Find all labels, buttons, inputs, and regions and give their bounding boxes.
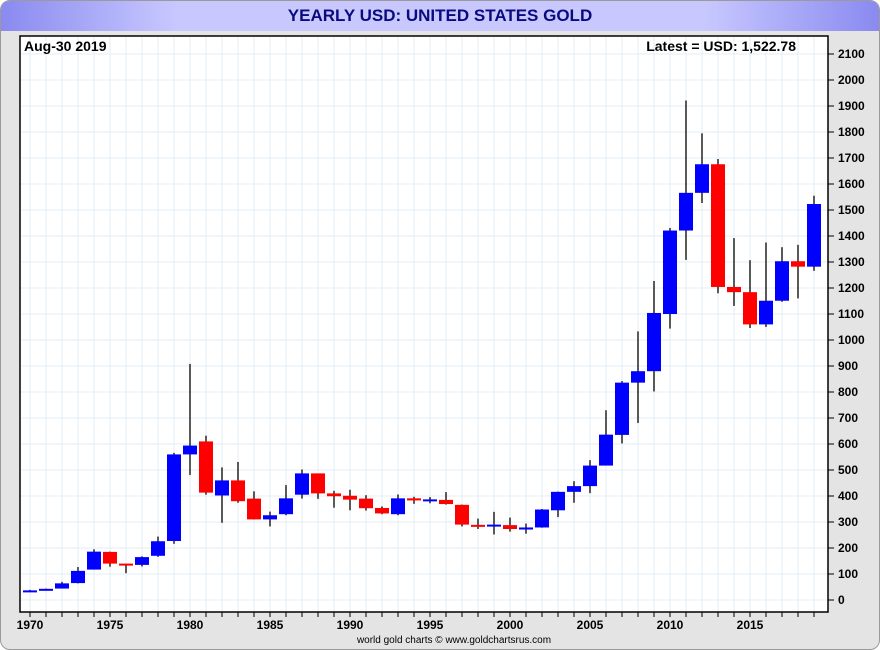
candle-2003 (551, 491, 565, 511)
candle-1991 (359, 498, 373, 509)
candle-2009 (647, 312, 661, 372)
y-tick-label: 1000 (838, 333, 865, 347)
candle-1990 (343, 495, 357, 500)
candle-1993 (391, 498, 405, 515)
candle-2012 (695, 164, 709, 193)
y-tick-label: 600 (838, 437, 858, 451)
candle-1994 (407, 498, 421, 501)
candles (23, 100, 821, 593)
y-tick-label: 900 (838, 359, 858, 373)
candle-2005 (583, 465, 597, 487)
candle-1982 (215, 480, 229, 496)
candle-2013 (711, 164, 725, 287)
x-tick-label: 1985 (257, 618, 284, 632)
candle-1992 (375, 507, 389, 514)
candle-1988 (311, 473, 325, 494)
candle-2000 (503, 525, 517, 530)
y-tick-label: 1300 (838, 255, 865, 269)
y-tick-label: 700 (838, 411, 858, 425)
y-tick-label: 0 (838, 593, 845, 607)
candle-2016 (759, 300, 773, 325)
plot-area (19, 35, 829, 613)
y-tick-label: 400 (838, 489, 858, 503)
y-tick-label: 800 (838, 385, 858, 399)
date-label: Aug-30 2019 (24, 38, 107, 54)
y-tick-label: 2100 (838, 47, 865, 61)
candle-2001 (519, 527, 533, 530)
y-tick-label: 300 (838, 515, 858, 529)
chart-title: YEARLY USD: UNITED STATES GOLD (287, 6, 593, 25)
candle-1989 (327, 493, 341, 497)
y-tick-label: 500 (838, 463, 858, 477)
candle-1977 (135, 557, 149, 565)
candle-2008 (631, 371, 645, 383)
title-bar: YEARLY USD: UNITED STATES GOLD (1, 1, 879, 31)
candle-2015 (743, 292, 757, 325)
x-tick-label: 1975 (97, 618, 124, 632)
credit-text: world gold charts © www.goldchartsrus.co… (356, 635, 551, 646)
candle-1979 (167, 454, 181, 541)
candle-2011 (679, 192, 693, 231)
candle-1996 (439, 499, 453, 505)
candle-1980 (183, 445, 197, 455)
x-tick-label: 1970 (17, 618, 44, 632)
candle-1983 (231, 480, 245, 502)
x-tick-label: 2000 (497, 618, 524, 632)
candle-2014 (727, 286, 741, 293)
y-tick-label: 1900 (838, 99, 865, 113)
x-axis: 1970 1975 1980 1985 1990 1995 2000 2005 2010 2015 (17, 612, 815, 632)
y-tick-label: 1600 (838, 177, 865, 191)
candle-2018 (791, 261, 805, 267)
candle-1975 (103, 551, 117, 564)
x-tick-label: 2005 (577, 618, 604, 632)
candle-1995 (423, 499, 437, 502)
candle-1986 (279, 498, 293, 515)
x-tick-label: 2010 (657, 618, 684, 632)
candle-1970 (23, 590, 37, 593)
candle-1974 (87, 551, 101, 570)
x-tick-label: 2015 (737, 618, 764, 632)
x-tick-label: 1980 (177, 618, 204, 632)
y-tick-label: 1700 (838, 151, 865, 165)
candle-2006 (599, 434, 613, 466)
y-tick-label: 1800 (838, 125, 865, 139)
y-tick-label: 100 (838, 567, 858, 581)
x-tick-label: 1995 (417, 618, 444, 632)
y-tick-label: 1200 (838, 281, 865, 295)
candle-1998 (471, 524, 485, 527)
candle-1997 (455, 504, 469, 525)
candle-2019 (807, 204, 821, 267)
y-tick-label: 1100 (838, 307, 864, 321)
latest-price-label: Latest = USD: 1,522.78 (646, 38, 796, 54)
candle-1984 (247, 498, 261, 520)
candle-1978 (151, 541, 165, 556)
candle-1976 (119, 563, 133, 566)
x-tick-label: 1990 (337, 618, 364, 632)
candle-1971 (39, 588, 53, 591)
candle-2007 (615, 382, 629, 435)
candle-1999 (487, 524, 501, 527)
y-tick-label: 1500 (838, 203, 865, 217)
candle-1981 (199, 441, 213, 493)
y-tick-label: 1400 (838, 229, 865, 243)
candle-1972 (55, 583, 69, 589)
candle-2017 (775, 261, 789, 301)
candle-2010 (663, 230, 677, 314)
candle-1973 (71, 570, 85, 584)
y-axis: 0 100 200 300 400 500 600 700 800 900 1000 1100 1200… (828, 47, 865, 607)
candle-1987 (295, 473, 309, 495)
candle-2002 (535, 509, 549, 528)
y-tick-label: 200 (838, 541, 858, 555)
candle-1985 (263, 515, 277, 520)
candle-2004 (567, 486, 581, 492)
y-tick-label: 2000 (838, 73, 865, 87)
